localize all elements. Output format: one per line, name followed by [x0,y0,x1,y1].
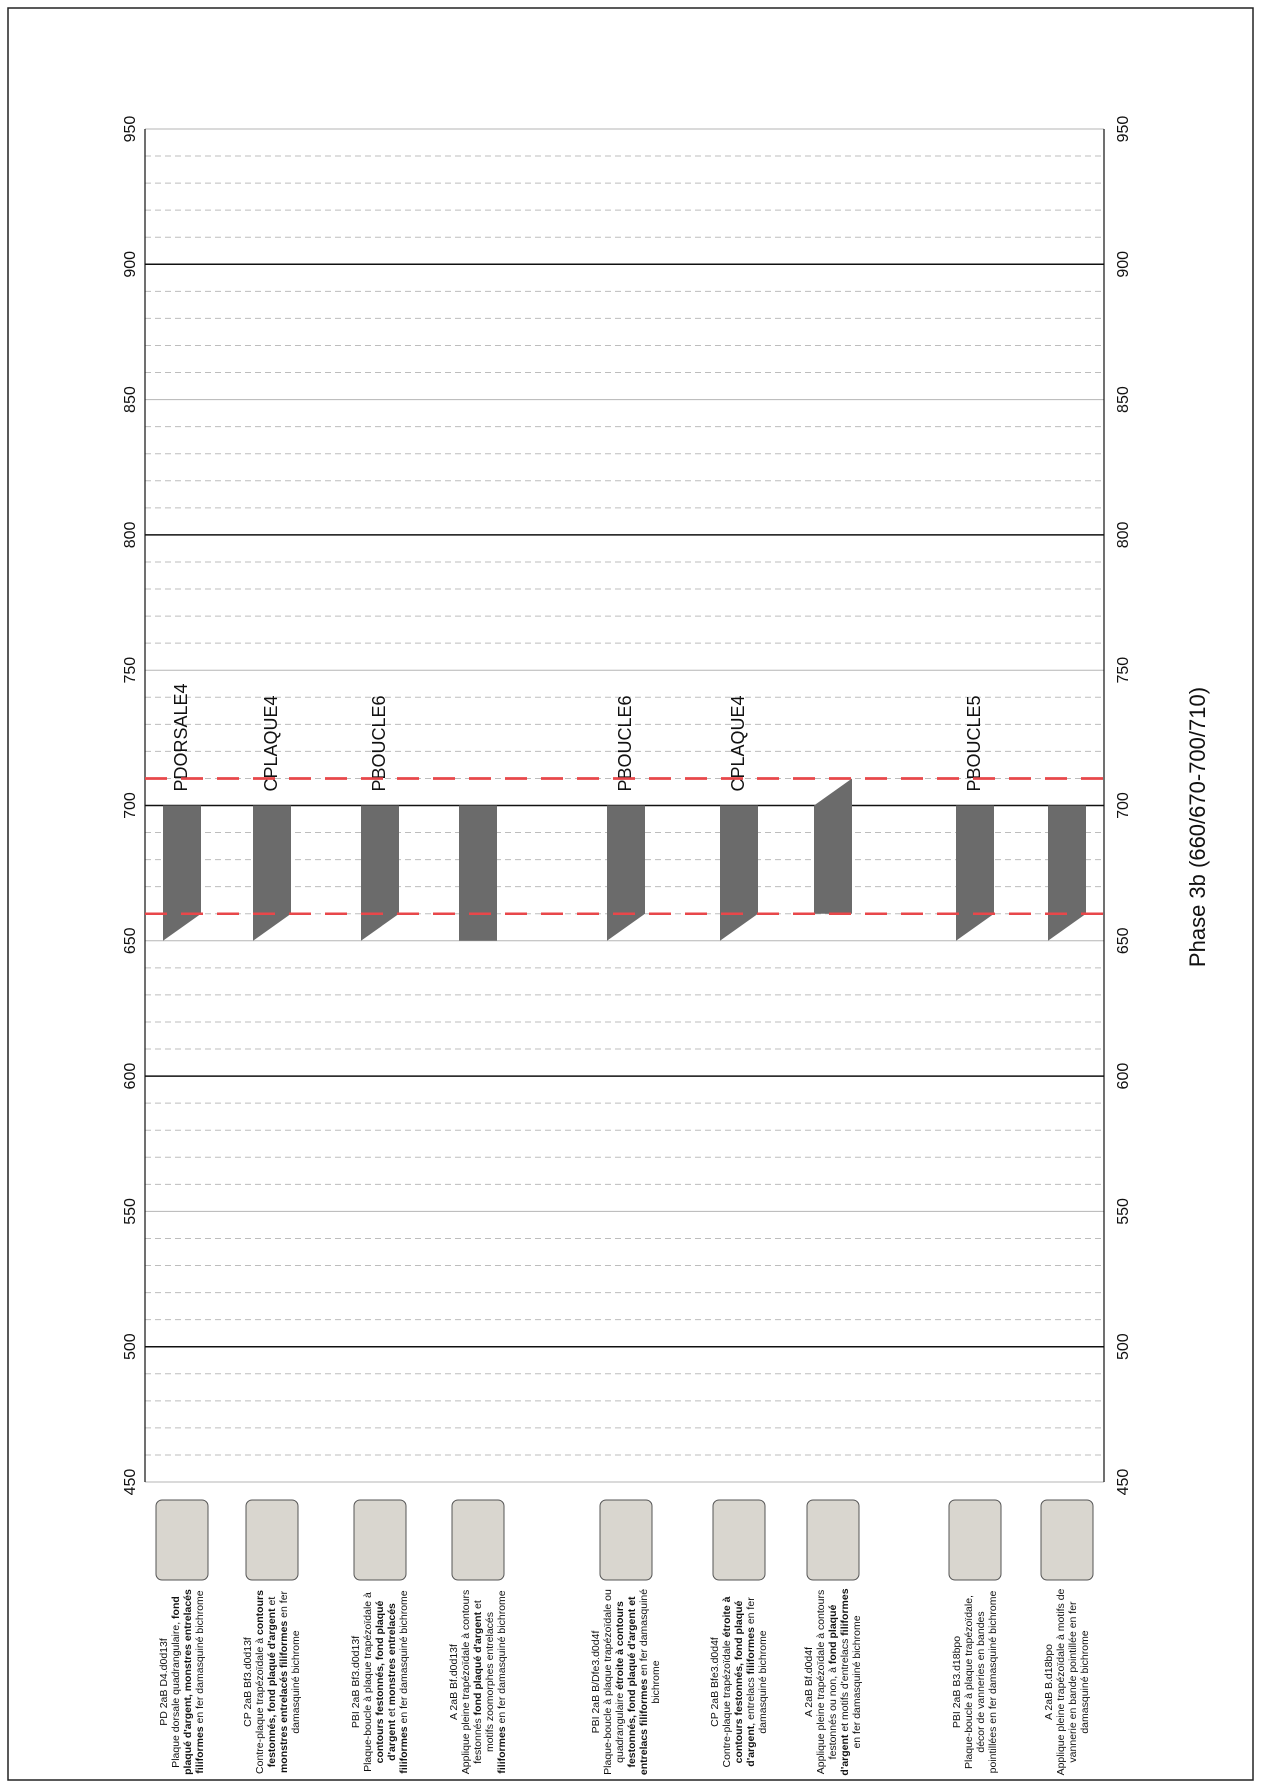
text-part: et [266,1596,278,1609]
item-code: CP 2aB Bfe3.d0d4f [709,1637,721,1727]
text-part: Plaque-boucle à plaque trapézoïdale à [362,1592,374,1772]
item-description: A 2aB B.d18bpo Applique pleine trapézoïda… [1025,1587,1109,1777]
text-part: filiformes [496,1726,508,1774]
text-part: fond plaqué d'argent [472,1611,484,1716]
item-code: A 2aB Bf.d0d4f [803,1646,815,1718]
artifact-image [451,1499,505,1581]
text-part: et motifs d'entrelacs [839,1635,851,1735]
item-description: CP 2aB Bfe3.d0d4f Contre-plaque trapézoïd… [697,1587,781,1777]
bar-label: PBOUCLE6 [369,695,389,791]
item-description: PD 2aB D4.d0d13f Plaque dorsale quadrangu… [140,1587,224,1777]
text-part: en fer damasquiné bichrome [496,1590,508,1727]
text-part: en fer damasquiné bichrome [398,1590,410,1727]
artifact-image [155,1499,209,1581]
item-code: A 2aB Bf.d0d13f [448,1644,460,1720]
y-tick-label-right: 700 [1115,792,1132,819]
y-tick-label-right: 450 [1115,1469,1132,1496]
bar-label: PBOUCLE5 [964,695,984,791]
text-part: Contre-plaque trapézoïdale [721,1637,733,1768]
text-part: monstres entrelacés filiformes [278,1620,290,1774]
y-tick-label: 800 [122,521,139,548]
bar-label: PBOUCLE6 [615,695,635,791]
bar-label: PDORSALE4 [171,683,191,791]
item-text: Plaque-boucle à plaque trapézoïdale à co… [362,1587,410,1777]
text-part: en fer damasquiné bichrome [194,1590,206,1727]
item-text: Contre-plaque trapézoïdale étroite à con… [721,1587,769,1777]
item-description: A 2aB Bf.d0d13f Applique pleine trapézoïd… [436,1587,520,1777]
y-tick-label-right: 600 [1115,1063,1132,1090]
y-tick-label: 700 [122,792,139,819]
artifact-image [1040,1499,1094,1581]
artifact-image [599,1499,653,1581]
text-part: Applique pleine trapézoïdale à motifs de… [1055,1588,1091,1776]
page-border [7,7,1254,1781]
bar-label: CPLAQUE4 [261,695,281,791]
text-part: en fer damasquiné bichrome [851,1615,863,1749]
item-code: PBI 2aB B3.d18bpo [951,1635,963,1729]
y-tick-label-right: 650 [1115,927,1132,954]
text-part: filiformes [839,1588,851,1636]
text-part: et [386,1705,398,1720]
range-bar [459,805,497,941]
item-text: Applique pleine trapézoïdale à motifs de… [1055,1587,1091,1777]
y-tick-label: 650 [122,927,139,954]
y-tick-label: 850 [122,386,139,413]
range-bar [163,805,201,941]
item-code: A 2aB B.d18bpo [1043,1644,1055,1720]
chart-title: Phase 3b (660/670-700/710) [1185,687,1210,967]
y-tick-label-right: 900 [1115,251,1132,278]
artifact-image [948,1499,1002,1581]
item-text: Plaque-boucle à plaque trapézoïdale, déc… [963,1587,999,1777]
text-part: Contre-plaque trapézoïdale à [254,1635,266,1774]
range-bar [361,805,399,941]
y-tick-label-right: 500 [1115,1333,1132,1360]
y-tick-label: 500 [122,1333,139,1360]
item-text: Applique pleine trapézoïdale à contours … [815,1587,863,1777]
y-tick-label: 550 [122,1198,139,1225]
range-bar [814,778,852,914]
text-part: filiformes [745,1627,757,1675]
range-bar [720,805,758,941]
item-code: PD 2aB D4.d0d13f [158,1638,170,1726]
y-tick-label-right: 800 [1115,521,1132,548]
artifact-image [245,1499,299,1581]
artifact-image [806,1499,860,1581]
y-tick-label: 450 [122,1469,139,1496]
item-code: PBI 2aB Bf3.d0d13f [350,1635,362,1729]
y-tick-label: 600 [122,1063,139,1090]
y-tick-label-right: 750 [1115,657,1132,684]
range-bar [1048,805,1086,941]
y-tick-label-right: 850 [1115,386,1132,413]
item-description: A 2aB Bf.d0d4f Applique pleine trapézoïda… [791,1587,875,1777]
y-tick-label-right: 950 [1115,116,1132,143]
text-part: Plaque-boucle à plaque trapézoïdale, déc… [963,1590,999,1774]
item-code: CP 2aB Bf3.d0d13f [242,1637,254,1727]
item-code: PBI 2aB B/Dfe3.d0d4f [590,1630,602,1734]
artifact-image [353,1499,407,1581]
item-description: CP 2aB Bf3.d0d13f Contre-plaque trapézoïd… [230,1587,314,1777]
y-tick-label: 950 [122,116,139,143]
item-text: Applique pleine trapézoïdale à contours … [460,1587,508,1777]
item-text: Plaque-boucle à plaque trapézoïdale ou q… [602,1587,662,1777]
item-description: PBI 2aB Bf3.d0d13f Plaque-boucle à plaque… [338,1587,422,1777]
item-text: Contre-plaque trapézoïdale à contours fe… [254,1587,302,1777]
range-bar [253,805,291,941]
range-bar [607,805,645,941]
item-description: PBI 2aB B3.d18bpo Plaque-boucle à plaque … [933,1587,1017,1777]
artifact-image [712,1499,766,1581]
y-tick-label-right: 550 [1115,1198,1132,1225]
text-part: , entrelacs [745,1674,757,1726]
y-tick-label: 900 [122,251,139,278]
item-text: Plaque dorsale quadrangulaire, fond plaq… [170,1587,206,1777]
range-bar [956,805,994,941]
y-tick-label: 750 [122,657,139,684]
text-part: Plaque dorsale quadrangulaire, [170,1618,182,1768]
item-description: PBI 2aB B/Dfe3.d0d4f Plaque-boucle à plaq… [584,1587,668,1777]
bar-label: CPLAQUE4 [728,695,748,791]
